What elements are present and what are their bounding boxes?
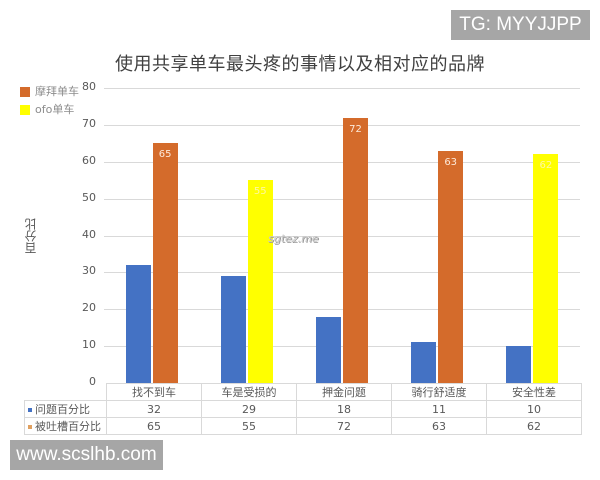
series-mark-icon: [28, 408, 32, 412]
table-cell: 11: [391, 400, 487, 418]
legend-swatch-mobike: [20, 87, 30, 97]
bar-complaint-percent: 65: [152, 143, 178, 383]
bar-problem-percent: [125, 265, 151, 383]
table-cell: 63: [391, 417, 487, 435]
y-axis-label: 百分比: [24, 218, 38, 254]
gridline: [104, 198, 580, 200]
table-cell: 65: [106, 417, 202, 435]
table-col-header: 骑行舒适度: [391, 383, 487, 401]
bar-problem-percent: [220, 276, 246, 383]
table-cell: 55: [201, 417, 297, 435]
legend-swatch-ofo: [20, 105, 30, 115]
table-header-row: 找不到车 车是受损的 押金问题 骑行舒适度 安全性差: [24, 383, 582, 401]
watermark-top-right: TG: MYYJJPP: [451, 10, 590, 40]
legend-item-ofo: ofo单车: [20, 101, 74, 117]
y-tick-label: 80: [82, 80, 96, 93]
table-cell: 62: [486, 417, 582, 435]
y-tick-label: 0: [89, 375, 96, 388]
bar-complaint-percent: 62: [533, 154, 559, 383]
watermark-bottom-left: www.scslhb.com: [10, 440, 163, 470]
table-cell: 10: [486, 400, 582, 418]
table-row: 被吐槽百分比 65 55 72 63 62: [24, 417, 582, 435]
gridline: [104, 346, 580, 348]
table-cell: 29: [201, 400, 297, 418]
legend-label: ofo单车: [35, 103, 75, 116]
gridline: [104, 272, 580, 274]
y-tick-label: 20: [82, 301, 96, 315]
bar-complaint-percent: 63: [438, 150, 464, 383]
gridline: [104, 235, 580, 237]
gridline: [104, 88, 580, 89]
table-cell: 72: [296, 417, 392, 435]
table-row-header: 被吐槽百分比: [24, 417, 107, 435]
table-cell: 18: [296, 400, 392, 418]
gridline: [104, 309, 580, 311]
bar-data-label: 63: [444, 156, 458, 168]
table-cell: 32: [106, 400, 202, 418]
table-col-header: 车是受损的: [201, 383, 297, 401]
series-mark-icon: [28, 425, 32, 429]
bar-data-label: 65: [158, 149, 172, 161]
bar-complaint-percent: 72: [343, 117, 368, 383]
gridline: [104, 124, 580, 126]
bar-data-label: 55: [253, 186, 267, 198]
chart-title: 使用共享单车最头疼的事情以及相对应的品牌: [115, 54, 485, 75]
bar-problem-percent: [506, 346, 532, 383]
bar-complaint-percent: 55: [247, 180, 273, 383]
table-row: 问题百分比 32 29 18 11 10: [24, 400, 582, 418]
row-label: 问题百分比: [35, 403, 90, 416]
gridline: [104, 161, 580, 163]
bar-problem-percent: [316, 316, 341, 383]
table-col-header: 找不到车: [106, 383, 202, 401]
table-row-header: 问题百分比: [24, 400, 107, 418]
table-col-header: 押金问题: [296, 383, 392, 401]
y-tick-label: 50: [82, 190, 96, 204]
legend-label: 摩拜单车: [35, 85, 79, 98]
watermark-center: sgtez.me: [268, 232, 319, 245]
y-tick-label: 70: [82, 116, 96, 130]
bar-data-label: 62: [539, 160, 553, 172]
legend-item-mobike: 摩拜单车: [20, 83, 79, 99]
y-tick-label: 40: [82, 227, 96, 241]
row-label: 被吐槽百分比: [35, 420, 101, 433]
data-table: 找不到车 车是受损的 押金问题 骑行舒适度 安全性差 问题百分比 32 29 1…: [24, 383, 582, 435]
bar-problem-percent: [411, 342, 437, 383]
table-col-header: 安全性差: [486, 383, 582, 401]
table-corner: [24, 383, 107, 401]
y-tick-label: 30: [82, 264, 96, 278]
y-tick-label: 60: [82, 153, 96, 167]
y-tick-label: 10: [82, 338, 96, 352]
bar-data-label: 72: [349, 123, 362, 135]
